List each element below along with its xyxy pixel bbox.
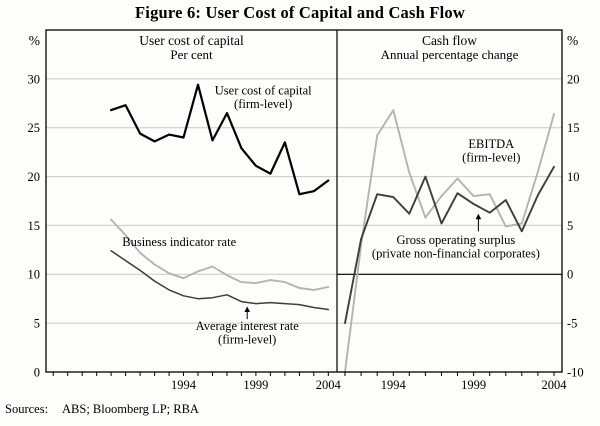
y-tick-label: 5 xyxy=(567,219,573,233)
unit-label: % xyxy=(567,33,578,48)
series-line-business-indicator-rate xyxy=(110,218,330,291)
annotation-label: (firm-level) xyxy=(218,333,276,347)
sources-text: ABS; Bloomberg LP; RBA xyxy=(62,402,199,416)
series-line-user-cost-of-capital-firm-level xyxy=(109,83,330,196)
series-line-gross-operating-surplus-private-non-financial-corporates xyxy=(344,165,555,325)
y-tick-label: 15 xyxy=(567,121,580,135)
y-tick-label: -10 xyxy=(567,365,584,379)
y-tick-label: -5 xyxy=(567,317,577,331)
x-tick-label: 1999 xyxy=(243,378,268,392)
annotation-label: Average interest rate xyxy=(196,319,300,333)
sources-line: Sources: ABS; Bloomberg LP; RBA xyxy=(5,402,199,417)
panel-title: User cost of capital xyxy=(139,33,244,48)
y-tick-label: 30 xyxy=(28,72,41,86)
figure-title: Figure 6: User Cost of Capital and Cash … xyxy=(135,3,465,22)
annotation-label: User cost of capital xyxy=(215,84,312,98)
panel-title: Cash flow xyxy=(422,33,477,48)
series-line-ebitda-firm-level xyxy=(344,109,555,373)
x-tick-label: 1999 xyxy=(461,378,486,392)
annotation-label: (firm-level) xyxy=(462,151,520,165)
x-tick-label: 1994 xyxy=(381,378,407,392)
annotation-label: (private non-financial corporates) xyxy=(372,247,540,261)
x-tick-label: 1994 xyxy=(171,378,197,392)
y-tick-label: 5 xyxy=(34,317,40,331)
panel-subtitle: Annual percentage change xyxy=(381,47,519,62)
unit-label: % xyxy=(29,33,40,48)
series-line-average-interest-rate-firm-level xyxy=(110,250,330,311)
y-tick-label: 0 xyxy=(567,268,573,282)
y-tick-label: 10 xyxy=(28,268,41,282)
sources-label: Sources: xyxy=(5,402,49,416)
y-tick-label: 25 xyxy=(28,121,41,135)
annotation-label: Business indicator rate xyxy=(122,235,236,249)
annotation-arrowhead xyxy=(244,306,250,312)
plot-frame xyxy=(45,29,563,373)
x-tick-label: 2004 xyxy=(316,378,342,392)
annotation-label: (firm-level) xyxy=(234,97,292,111)
y-tick-label: 20 xyxy=(28,170,41,184)
y-tick-label: 0 xyxy=(34,365,40,379)
panel-subtitle: Per cent xyxy=(170,47,213,62)
x-tick-label: 2004 xyxy=(542,378,568,392)
annotation-arrowhead xyxy=(475,213,482,220)
y-tick-label: 10 xyxy=(567,170,580,184)
y-tick-label: 15 xyxy=(28,219,41,233)
annotation-label: EBITDA xyxy=(468,137,514,151)
annotation-label: Gross operating surplus xyxy=(397,233,516,247)
y-tick-label: 20 xyxy=(567,72,580,86)
